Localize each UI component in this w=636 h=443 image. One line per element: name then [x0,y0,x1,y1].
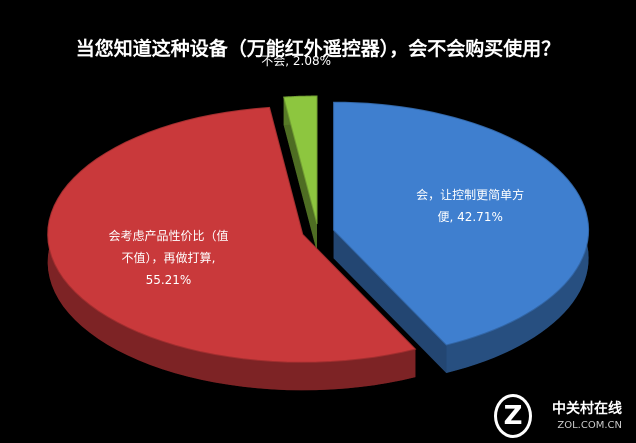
slice-cut-face [283,97,317,252]
data-label: 不会, 2.08% [221,50,371,72]
separator: , [449,210,458,225]
value-label: 2.08% [292,54,332,69]
slice [333,101,590,346]
slice-cut-face [333,230,447,373]
category-text: 不会 [261,54,286,69]
data-label: 会，让控制更简单方便, 42.71% [410,184,530,228]
value-label: 55.21% [145,272,192,287]
slice [283,95,318,225]
slice [47,106,417,363]
value-label: 42.71% [457,210,503,225]
watermark-site: ZOL.COM.CN [557,420,622,431]
slice-group [283,95,318,252]
separator: , [285,54,293,69]
data-label: 会考虑产品性价比（值不值），再做打算, 55.21% [108,225,228,291]
slice-group [47,106,417,391]
chart-title: 当您知道这种设备（万能红外遥控器），会不会购买使用？ [75,38,561,60]
separator: , [211,250,216,265]
category-text: 会考虑产品性价比（值不值），再做打算 [108,228,229,265]
category-text: 会，让控制更简单方便 [416,188,525,225]
logo: Z [494,394,532,438]
watermark-brand: 中关村在线 [552,401,622,417]
slice-group [333,101,590,373]
slice-wall [47,107,416,391]
